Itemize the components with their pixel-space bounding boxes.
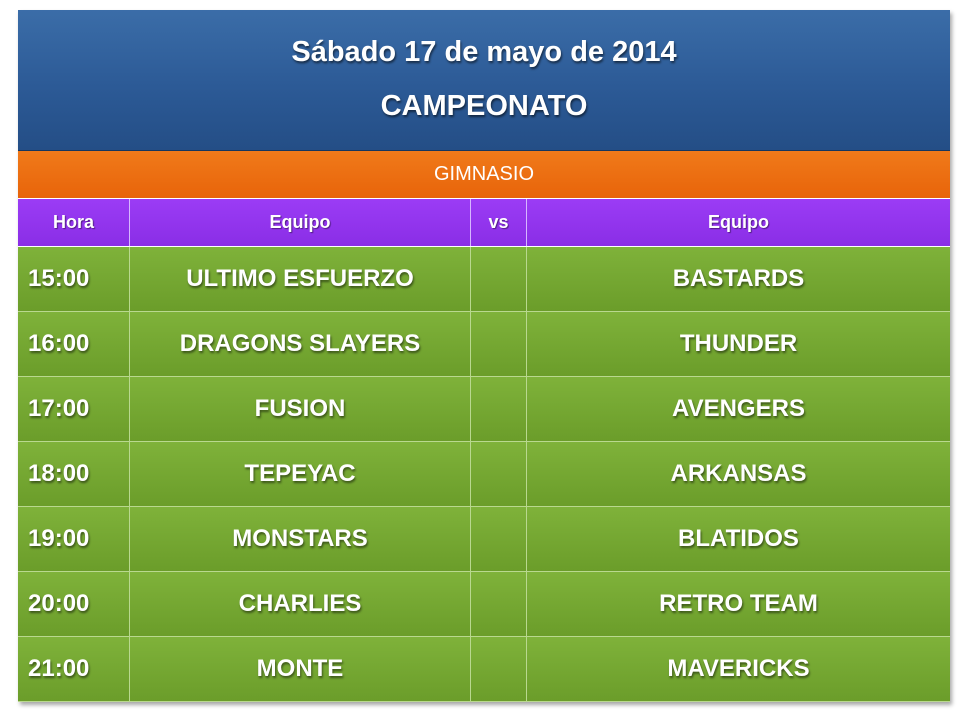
match-team1: CHARLIES — [130, 572, 471, 636]
match-team2: ARKANSAS — [670, 460, 807, 487]
header-team2: Equipo — [708, 212, 769, 232]
venue-label: GIMNASIO — [18, 151, 950, 198]
match-time: 17:00 — [18, 377, 130, 441]
match-time: 21:00 — [18, 637, 130, 701]
event-date: Sábado 17 de mayo de 2014 — [291, 36, 677, 68]
header-hora: Hora — [18, 199, 130, 246]
title-block: Sábado 17 de mayo de 2014 CAMPEONATO — [18, 10, 950, 151]
table-row: 16:00 DRAGONS SLAYERS THUNDER — [18, 312, 950, 377]
match-team2: BLATIDOS — [678, 525, 799, 552]
match-team1: ULTIMO ESFUERZO — [130, 247, 471, 311]
match-vs — [471, 377, 527, 441]
header-vs: vs — [471, 199, 527, 246]
table-row: 17:00 FUSION AVENGERS — [18, 377, 950, 442]
match-vs — [471, 572, 527, 636]
table-header: Hora Equipo vs Equipo — [18, 199, 950, 246]
table-row: 21:00 MONTE MAVERICKS — [18, 637, 950, 702]
table-row: 19:00 MONSTARS BLATIDOS — [18, 507, 950, 572]
match-vs — [471, 442, 527, 506]
header-team1: Equipo — [130, 199, 471, 246]
match-team1: MONSTARS — [130, 507, 471, 571]
match-vs — [471, 247, 527, 311]
match-team1: FUSION — [130, 377, 471, 441]
table-row: 15:00 ULTIMO ESFUERZO BASTARDS — [18, 247, 950, 312]
matches-table: 15:00 ULTIMO ESFUERZO BASTARDS 16:00 DRA… — [18, 247, 950, 702]
match-team2: RETRO TEAM — [659, 590, 818, 617]
match-time: 15:00 — [18, 247, 130, 311]
match-time: 18:00 — [18, 442, 130, 506]
match-vs — [471, 637, 527, 701]
match-time: 16:00 — [18, 312, 130, 376]
match-time: 19:00 — [18, 507, 130, 571]
match-team1: DRAGONS SLAYERS — [130, 312, 471, 376]
match-team1: TEPEYAC — [130, 442, 471, 506]
match-time: 20:00 — [18, 572, 130, 636]
match-team1: MONTE — [130, 637, 471, 701]
match-vs — [471, 507, 527, 571]
table-row: 20:00 CHARLIES RETRO TEAM — [18, 572, 950, 637]
match-vs — [471, 312, 527, 376]
match-team2: AVENGERS — [672, 395, 805, 422]
schedule-sheet: Sábado 17 de mayo de 2014 CAMPEONATO GIM… — [18, 10, 950, 702]
match-team2: THUNDER — [679, 330, 798, 357]
match-team2: BASTARDS — [672, 265, 805, 292]
event-title: CAMPEONATO — [380, 90, 588, 122]
match-team2: MAVERICKS — [667, 655, 810, 682]
table-row: 18:00 TEPEYAC ARKANSAS — [18, 442, 950, 507]
